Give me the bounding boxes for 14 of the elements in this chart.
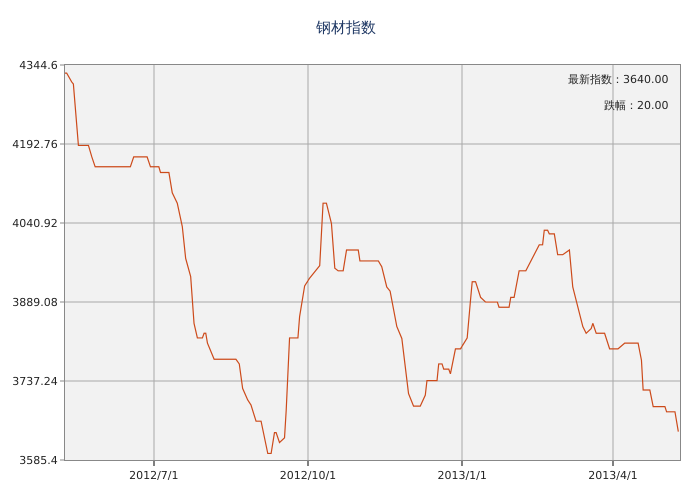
y-tick-label: 3585.4 — [19, 454, 58, 467]
x-tick-label: 2013/1/1 — [437, 469, 487, 482]
y-tick-label: 3737.24 — [12, 374, 58, 388]
x-tick-label: 2012/10/1 — [280, 469, 336, 482]
annotation: 跌幅：20.00 — [604, 99, 668, 112]
y-tick-label: 3889.08 — [12, 296, 58, 309]
y-tick-label: 4040.92 — [12, 216, 58, 230]
chart-title: 钢材指数 — [315, 18, 376, 37]
line-series — [65, 72, 679, 454]
annotation: 最新指数：3640.00 — [568, 73, 668, 86]
x-tick-label: 2013/4/1 — [588, 469, 638, 482]
y-tick-label: 4344.6 — [19, 58, 58, 72]
x-tick-label: 2012/7/1 — [129, 469, 179, 482]
y-tick-label: 4192.76 — [12, 138, 58, 151]
